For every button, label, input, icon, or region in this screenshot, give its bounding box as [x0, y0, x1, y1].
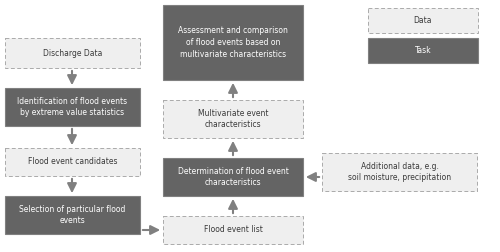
FancyBboxPatch shape — [163, 216, 303, 244]
Text: Task: Task — [414, 46, 432, 55]
FancyBboxPatch shape — [322, 153, 477, 191]
FancyBboxPatch shape — [163, 158, 303, 196]
FancyBboxPatch shape — [5, 38, 140, 68]
Text: Flood event candidates: Flood event candidates — [28, 158, 117, 167]
Text: Flood event list: Flood event list — [204, 226, 262, 235]
Text: Assessment and comparison
of flood events based on
multivariate characteristics: Assessment and comparison of flood event… — [178, 26, 288, 59]
Text: Data: Data — [414, 16, 432, 25]
FancyBboxPatch shape — [5, 88, 140, 126]
Text: Discharge Data: Discharge Data — [43, 48, 102, 57]
FancyBboxPatch shape — [5, 148, 140, 176]
Text: Additional data, e.g.
soil moisture, precipitation: Additional data, e.g. soil moisture, pre… — [348, 162, 451, 182]
Text: Multivariate event
characteristics: Multivariate event characteristics — [198, 109, 268, 129]
Text: Selection of particular flood
events: Selection of particular flood events — [20, 205, 126, 225]
Text: Identification of flood events
by extreme value statistics: Identification of flood events by extrem… — [18, 97, 128, 117]
FancyBboxPatch shape — [163, 100, 303, 138]
FancyBboxPatch shape — [163, 5, 303, 80]
FancyBboxPatch shape — [5, 196, 140, 234]
FancyBboxPatch shape — [368, 38, 478, 63]
Text: Determination of flood event
characteristics: Determination of flood event characteris… — [178, 167, 288, 187]
FancyBboxPatch shape — [368, 8, 478, 33]
